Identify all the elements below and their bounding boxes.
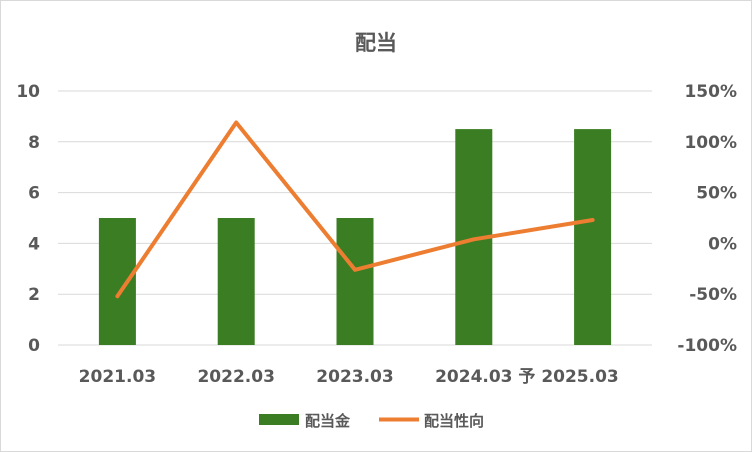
- right-tick-label: 0%: [708, 234, 737, 254]
- bar: [574, 129, 612, 345]
- gridlines: [58, 90, 652, 346]
- left-tick-label: 0: [28, 336, 40, 356]
- left-tick-label: 2: [28, 285, 40, 305]
- legend: 配当金 配当性向: [259, 412, 484, 430]
- x-tick-label: 2023.03: [316, 367, 393, 387]
- x-tick-label: 2021.03: [79, 367, 156, 387]
- right-tick-label: 50%: [696, 184, 737, 204]
- legend-label: 配当性向: [424, 412, 484, 430]
- chart-title: 配当: [355, 31, 397, 55]
- x-axis: 2021.03 2022.03 2023.03 2024.03 予 2025.03: [79, 367, 619, 387]
- left-tick-label: 8: [28, 133, 40, 153]
- right-tick-label: 150%: [684, 82, 737, 102]
- left-tick-label: 4: [28, 234, 40, 254]
- left-tick-label: 6: [28, 184, 40, 204]
- x-tick-label: 2024.03: [435, 367, 512, 387]
- ratio-line: [115, 120, 595, 299]
- x-tick-label: 2022.03: [197, 367, 274, 387]
- right-tick-label: 100%: [684, 133, 737, 153]
- bar: [336, 218, 374, 345]
- bar-series: [98, 129, 612, 345]
- right-tick-label: -100%: [677, 336, 737, 356]
- left-tick-label: 10: [16, 82, 40, 102]
- x-tick-label: 予 2025.03: [518, 367, 618, 387]
- right-tick-label: -50%: [689, 285, 737, 305]
- line-series: [115, 120, 595, 299]
- right-axis: -100% -50% 0% 50% 100% 150%: [677, 82, 737, 356]
- bar: [98, 218, 136, 345]
- legend-label: 配当金: [305, 412, 351, 430]
- bar: [217, 218, 255, 345]
- legend-bar-swatch: [259, 414, 299, 425]
- left-axis: 0 2 4 6 8 10: [16, 82, 40, 356]
